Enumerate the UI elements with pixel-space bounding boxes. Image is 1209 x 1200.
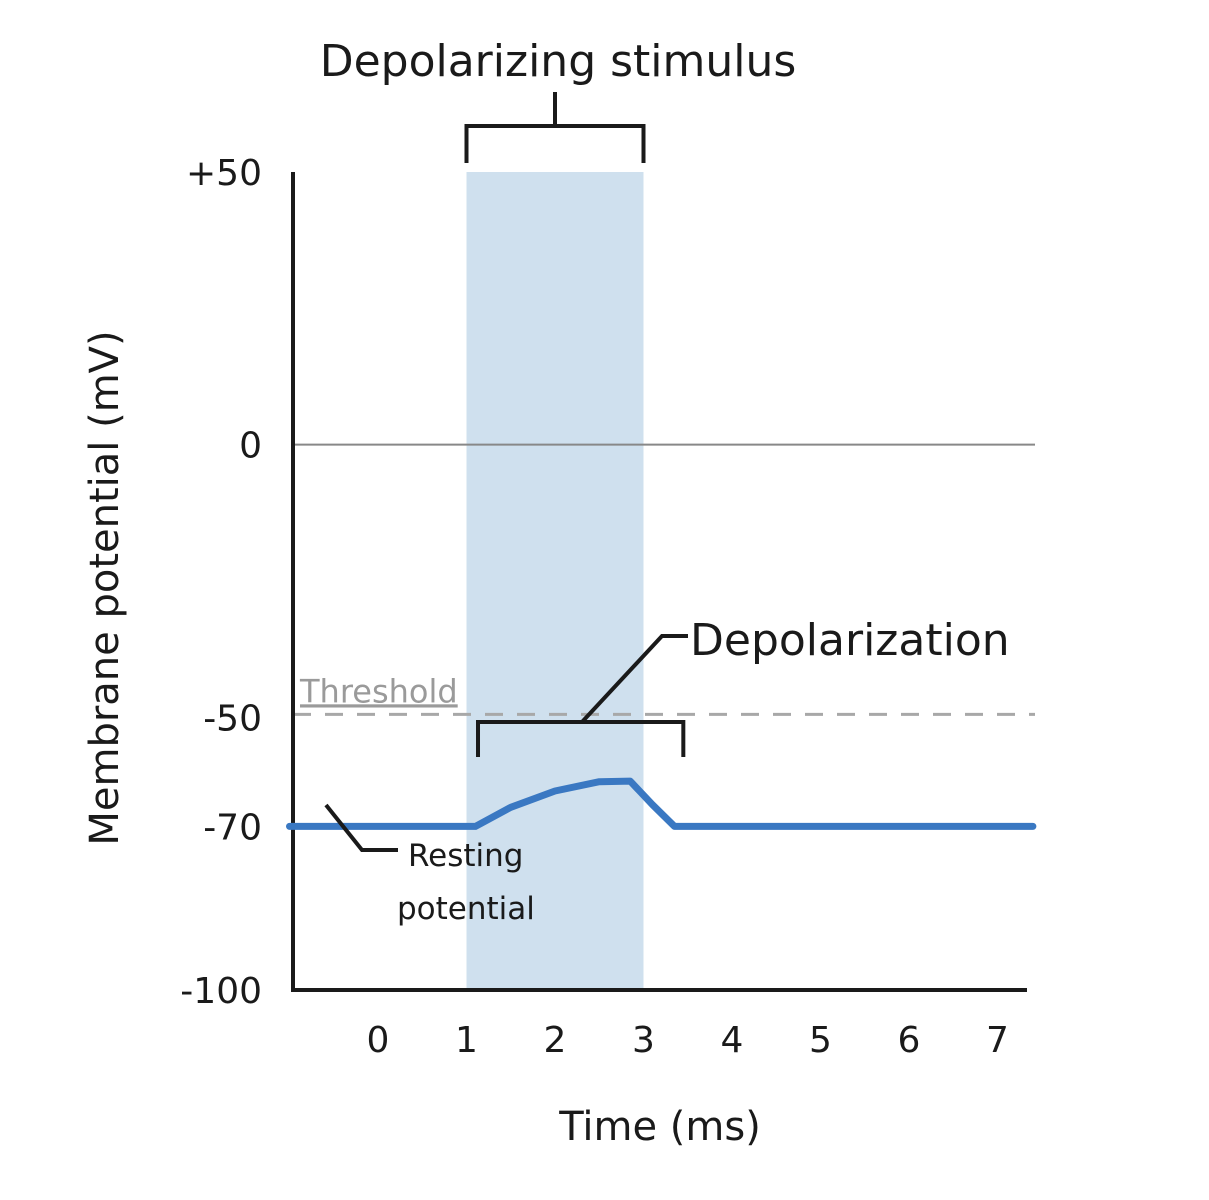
y-tick-label: -70 bbox=[203, 807, 262, 848]
resting-potential-label-line1: Resting bbox=[408, 838, 523, 874]
x-tick-label: 1 bbox=[455, 1020, 478, 1061]
x-tick-label: 5 bbox=[809, 1020, 832, 1061]
threshold-label: Threshold bbox=[299, 672, 458, 710]
depolarization-label: Depolarization bbox=[690, 615, 1010, 666]
y-tick-labels: +50 0 -50 -70 -100 bbox=[180, 153, 262, 1012]
x-axis-title: Time (ms) bbox=[558, 1104, 761, 1150]
x-tick-label: 7 bbox=[986, 1020, 1009, 1061]
depolarization-bracket bbox=[476, 634, 688, 757]
x-tick-label: 0 bbox=[367, 1020, 390, 1061]
stimulus-bracket bbox=[464, 92, 646, 163]
membrane-potential-line bbox=[286, 777, 1037, 830]
x-tick-label: 3 bbox=[632, 1020, 655, 1061]
x-tick-label: 4 bbox=[721, 1020, 744, 1061]
x-tick-labels: 0 1 2 3 4 5 6 7 bbox=[367, 1020, 1009, 1061]
stimulus-band bbox=[466, 172, 644, 990]
y-tick-label: +50 bbox=[186, 153, 262, 194]
y-tick-label: -100 bbox=[180, 971, 262, 1012]
stimulus-label: Depolarizing stimulus bbox=[320, 36, 797, 87]
y-tick-label: 0 bbox=[239, 426, 262, 467]
resting-potential-leader bbox=[324, 803, 398, 852]
resting-potential-label-line2: potential bbox=[397, 891, 535, 927]
x-tick-label: 2 bbox=[544, 1020, 567, 1061]
y-tick-label: -50 bbox=[203, 698, 262, 739]
y-axis-title: Membrane potential (mV) bbox=[82, 330, 128, 845]
x-tick-label: 6 bbox=[898, 1020, 921, 1061]
